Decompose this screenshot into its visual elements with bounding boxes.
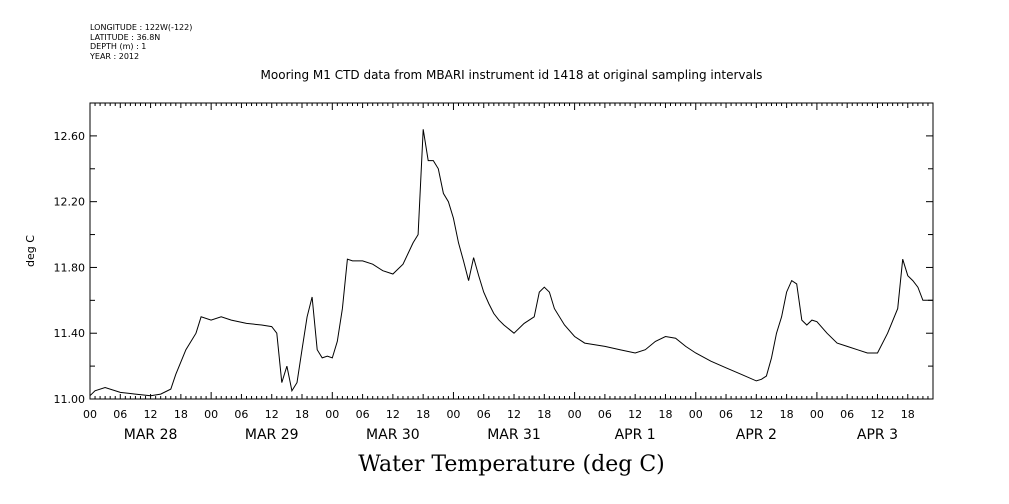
x-tick-label: 18: [658, 408, 672, 421]
x-tick-label: 00: [446, 408, 460, 421]
y-tick-label: 12.60: [54, 130, 86, 143]
depth-label: DEPTH (m) : 1: [90, 42, 147, 51]
x-tick-label: 00: [689, 408, 703, 421]
x-tick-label: 06: [234, 408, 248, 421]
x-tick-label: 12: [507, 408, 521, 421]
x-tick-label: 00: [204, 408, 218, 421]
day-label: MAR 28: [124, 427, 178, 443]
longitude-label: LONGITUDE : 122W(-122): [90, 23, 193, 32]
day-label: APR 1: [615, 427, 656, 443]
day-label: MAR 29: [245, 427, 299, 443]
x-tick-label: 00: [568, 408, 582, 421]
year-label: YEAR : 2012: [90, 51, 140, 61]
x-tick-label: 06: [598, 408, 612, 421]
day-label: APR 2: [736, 427, 777, 443]
day-label: APR 3: [857, 427, 898, 443]
x-tick-label: 12: [628, 408, 642, 421]
y-tick-label: 12.20: [54, 196, 86, 209]
x-tick-label: 12: [386, 408, 400, 421]
x-tick-label: 18: [901, 408, 915, 421]
y-tick-label: 11.80: [54, 261, 86, 274]
x-tick-label: 12: [144, 408, 158, 421]
chart-title: Mooring M1 CTD data from MBARI instrumen…: [260, 68, 763, 82]
x-tick-label: 18: [174, 408, 188, 421]
x-tick-label: 06: [113, 408, 127, 421]
latitude-label: LATITUDE : 36.8N: [90, 32, 161, 42]
y-axis-label: deg C: [24, 235, 37, 267]
x-tick-label: 06: [719, 408, 733, 421]
station-metadata: LONGITUDE : 122W(-122) LATITUDE : 36.8N …: [90, 23, 192, 61]
x-tick-label: 12: [870, 408, 884, 421]
y-tick-label: 11.00: [54, 393, 86, 406]
x-tick-label: 06: [356, 408, 370, 421]
y-tick-label: 11.40: [54, 327, 86, 340]
day-label: MAR 30: [366, 427, 420, 443]
y-axis: 11.00 11.40 11.80 12.20 12.60: [54, 130, 933, 406]
x-tick-label: 18: [295, 408, 309, 421]
x-tick-label: 00: [810, 408, 824, 421]
x-tick-label: 06: [840, 408, 854, 421]
x-tick-label: 06: [477, 408, 491, 421]
x-axis: 00 06 12 18 00 06 12 18 00 06 12 18 00 06 12 18 00 06 12 18…: [83, 103, 934, 443]
x-tick-label: 18: [416, 408, 430, 421]
temperature-series-line: [89, 129, 933, 397]
plot-frame: [89, 102, 934, 400]
x-tick-label: 18: [780, 408, 794, 421]
x-tick-label: 18: [537, 408, 551, 421]
x-tick-label: 12: [265, 408, 279, 421]
series-layer: [89, 129, 933, 397]
x-tick-label: 12: [749, 408, 763, 421]
x-axis-label: Water Temperature (deg C): [358, 452, 665, 477]
x-tick-label: 00: [325, 408, 339, 421]
day-label: MAR 31: [487, 427, 541, 443]
x-tick-label: 00: [83, 408, 97, 421]
